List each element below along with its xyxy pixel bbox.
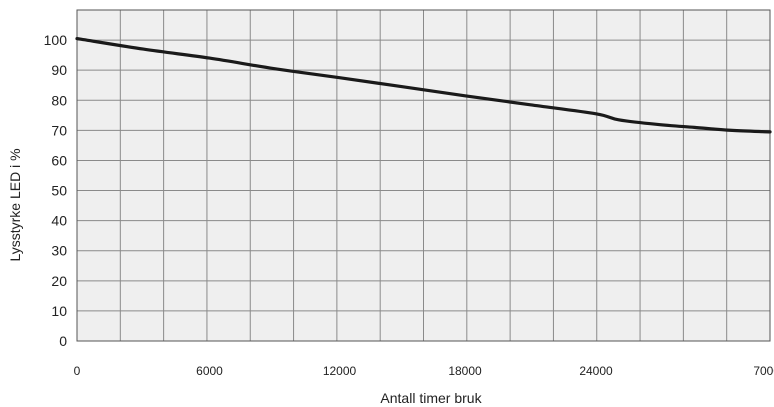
- y-tick-label: 10: [51, 303, 67, 319]
- y-tick-label: 30: [51, 243, 67, 259]
- y-tick-label: 20: [51, 273, 67, 289]
- y-tick-label: 60: [51, 152, 67, 168]
- y-tick-label: 50: [51, 183, 67, 199]
- y-tick-label: 90: [51, 62, 67, 78]
- x-axis-ticks: 0 6000 12000 18000 24000 70000: [74, 364, 774, 378]
- x-tick-label: 12000: [323, 364, 357, 378]
- x-tick-label: 24000: [579, 364, 613, 378]
- y-axis-label: Lysstyrke LED i %: [7, 148, 23, 261]
- x-axis-label: Antall timer bruk: [380, 390, 482, 406]
- y-tick-label: 100: [44, 32, 68, 48]
- x-tick-label: 6000: [196, 364, 223, 378]
- y-tick-label: 0: [59, 333, 67, 349]
- y-tick-label: 40: [51, 213, 67, 229]
- x-tick-label: 70000: [753, 364, 774, 378]
- y-axis-ticks: 0 10 20 30 40 50 60 70 80 90 100: [44, 32, 68, 349]
- y-tick-label: 70: [51, 122, 67, 138]
- x-tick-label: 0: [74, 364, 81, 378]
- y-tick-label: 80: [51, 92, 67, 108]
- series-group: [75, 37, 772, 134]
- plot-frame: [76, 9, 771, 342]
- series-line: [75, 37, 772, 134]
- x-tick-label: 18000: [448, 364, 482, 378]
